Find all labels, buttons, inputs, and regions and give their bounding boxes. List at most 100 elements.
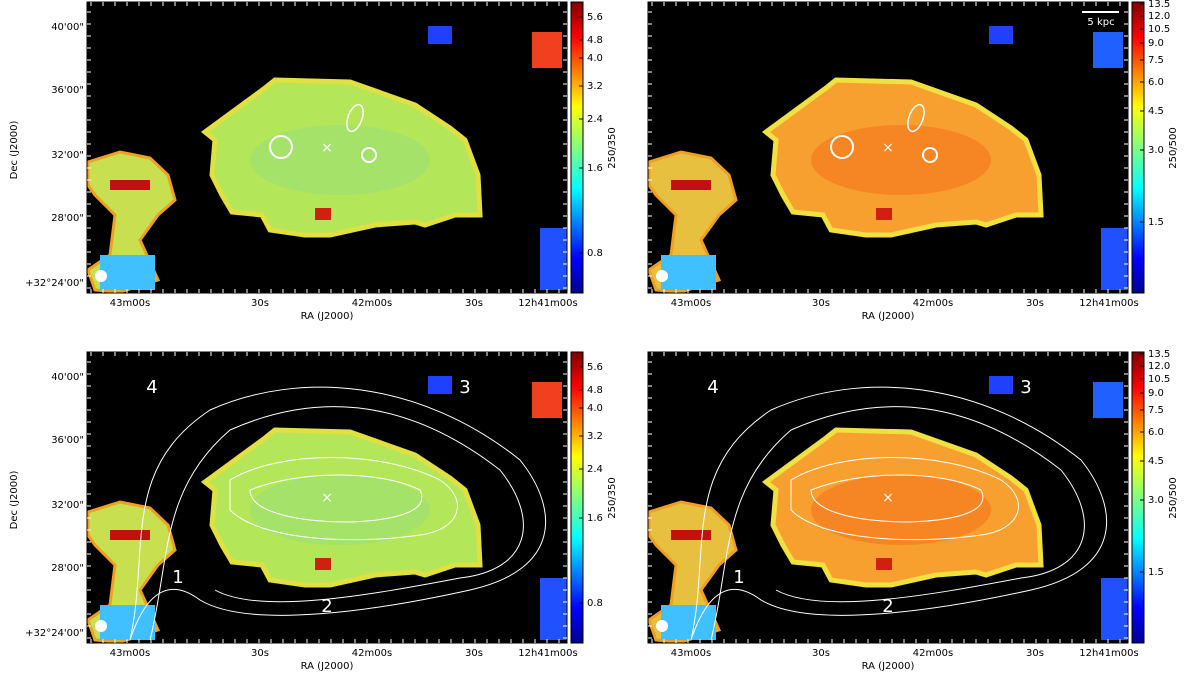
colorbar-tick-label: 2.4 xyxy=(587,464,603,475)
galaxy-core xyxy=(250,125,430,195)
cross-marker: × xyxy=(321,140,333,156)
colorbar xyxy=(1131,351,1145,644)
y-tick-label: 40'00" xyxy=(51,22,84,33)
x-tick-label: 12h41m00s xyxy=(1079,298,1138,309)
beam xyxy=(95,620,107,632)
colorbar-tick-label: 0.8 xyxy=(587,598,603,609)
contour xyxy=(129,386,547,641)
region-label: 2 xyxy=(321,596,332,617)
beam xyxy=(95,270,107,282)
colorbar-label: 250/500 xyxy=(1168,127,1179,169)
hotspot xyxy=(671,530,711,540)
marker-circle xyxy=(269,135,293,159)
region-label: 3 xyxy=(459,377,470,398)
hotspot xyxy=(315,208,331,220)
galaxy-core xyxy=(811,475,991,545)
x-tick-label: 30s xyxy=(465,648,483,659)
frame xyxy=(86,351,568,644)
x-tick-label: 12h41m00s xyxy=(1079,648,1138,659)
panel: × 40'00" 36'00" 32'00" 28'00" +32°24'00" 43m00… xyxy=(9,351,618,672)
colorbar-label: 250/350 xyxy=(607,477,618,519)
colorbar-tick-label: 12.0 xyxy=(1148,361,1170,372)
x-tick-label: 30s xyxy=(812,298,830,309)
colorbar-tick-label: 6.0 xyxy=(1148,77,1164,88)
colorbar-tick-label: 4.8 xyxy=(587,35,603,46)
hotspot xyxy=(876,558,892,570)
colorbar-tick-label: 3.2 xyxy=(587,81,603,92)
beam xyxy=(656,620,668,632)
blob xyxy=(1101,228,1128,290)
hotspot xyxy=(315,558,331,570)
x-tick-label: 30s xyxy=(251,648,269,659)
hotspot xyxy=(876,208,892,220)
contour xyxy=(690,386,1108,641)
galaxy-core xyxy=(811,125,991,195)
x-tick-label: 30s xyxy=(1026,648,1044,659)
marker-circle xyxy=(922,147,938,163)
y-tick-label: 36'00" xyxy=(51,435,84,446)
marker-ellipse xyxy=(907,103,925,133)
marker-ellipse xyxy=(346,103,364,133)
cross-marker: × xyxy=(321,490,333,506)
x-tick-label: 12h41m00s xyxy=(518,648,577,659)
blob xyxy=(1101,578,1128,640)
colorbar-tick-label: 4.5 xyxy=(1148,106,1164,117)
hotspot xyxy=(671,180,711,190)
beam xyxy=(656,270,668,282)
contour xyxy=(810,474,984,523)
x-tick-label: 43m00s xyxy=(110,298,150,309)
y-tick-label: 28'00" xyxy=(51,213,84,224)
x-axis-label: RA (J2000) xyxy=(862,311,915,322)
y-axis-label: Dec (J2000) xyxy=(9,121,20,180)
region-label: 2 xyxy=(882,596,893,617)
colorbar-tick-label: 1.5 xyxy=(1148,567,1164,578)
colorbar-tick-label: 13.5 xyxy=(1148,0,1170,10)
contour xyxy=(790,457,1019,541)
colorbar-tick-label: 4.5 xyxy=(1148,456,1164,467)
region-label: 4 xyxy=(146,377,157,398)
colorbar-tick-label: 5.6 xyxy=(587,12,603,23)
y-tick-label: +32°24'00" xyxy=(25,628,84,639)
colorbar-tick-label: 10.5 xyxy=(1148,374,1170,385)
y-tick-label: 28'00" xyxy=(51,563,84,574)
blob xyxy=(428,26,452,44)
y-tick-label: 32'00" xyxy=(51,500,84,511)
colorbar-tick-label: 3.0 xyxy=(1148,495,1164,506)
blob xyxy=(428,376,452,394)
colorbar xyxy=(570,351,584,644)
colorbar-tick-label: 4.8 xyxy=(587,385,603,396)
y-tick-label: 40'00" xyxy=(51,372,84,383)
colorbar-tick-label: 1.6 xyxy=(587,513,603,524)
frame xyxy=(647,1,1129,294)
blob xyxy=(532,32,562,68)
contour xyxy=(149,406,524,641)
region-label: 1 xyxy=(172,567,183,588)
hotspot xyxy=(110,180,150,190)
blob xyxy=(100,605,155,640)
x-tick-label: 30s xyxy=(1026,298,1044,309)
x-tick-label: 42m00s xyxy=(913,648,953,659)
colorbar-tick-label: 3.2 xyxy=(587,431,603,442)
panel: × 40'00" 36'00" 32'00" 28'00" +32°24'00" 43m00… xyxy=(9,1,618,322)
cross-marker: × xyxy=(882,490,894,506)
colorbar-tick-label: 1.5 xyxy=(1148,217,1164,228)
blob xyxy=(532,382,562,418)
colorbar-tick-label: 13.5 xyxy=(1148,349,1170,360)
colorbar-tick-label: 9.0 xyxy=(1148,38,1164,49)
colorbar-tick-label: 9.0 xyxy=(1148,388,1164,399)
scalebar-label: 5 kpc xyxy=(1087,17,1114,28)
blob xyxy=(661,605,716,640)
blob xyxy=(989,26,1013,44)
colorbar-tick-label: 4.0 xyxy=(587,53,603,64)
colorbar-tick-label: 7.5 xyxy=(1148,405,1164,416)
marker-circle xyxy=(361,147,377,163)
colorbar-tick-label: 4.0 xyxy=(587,403,603,414)
x-tick-label: 30s xyxy=(812,648,830,659)
region-label: 3 xyxy=(1020,377,1031,398)
colorbar-tick-label: 0.8 xyxy=(587,248,603,259)
y-tick-label: +32°24'00" xyxy=(25,278,84,289)
colorbar-tick-label: 10.5 xyxy=(1148,24,1170,35)
